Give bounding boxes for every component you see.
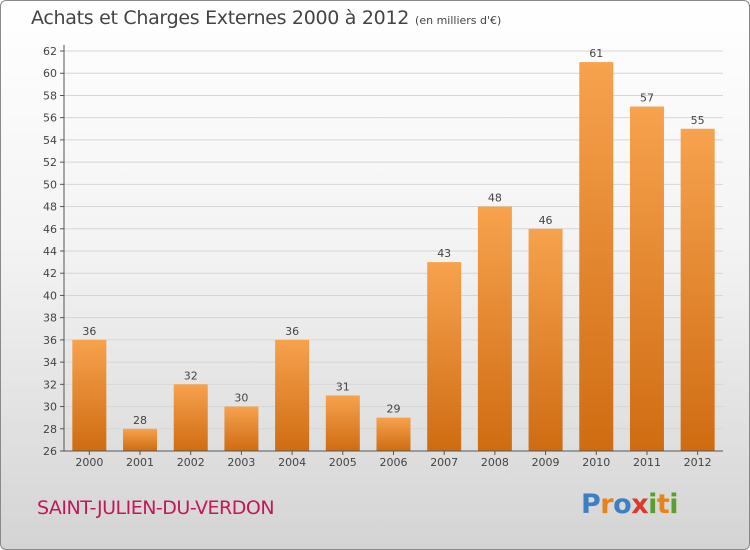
data-label: 28	[133, 414, 147, 427]
logo-letter: i	[669, 489, 679, 520]
y-tick-label: 30	[43, 401, 57, 414]
unit-label: (en milliers d'€)	[415, 14, 502, 27]
y-tick-label: 62	[43, 45, 57, 58]
x-tick-label: 2008	[481, 456, 509, 469]
data-label: 29	[387, 403, 401, 416]
proxiti-logo: Proxiti	[581, 489, 679, 520]
x-tick-label: 2010	[582, 456, 610, 469]
y-tick-label: 26	[43, 445, 57, 458]
x-tick-label: 2011	[633, 456, 661, 469]
data-label: 48	[488, 192, 502, 205]
logo-letter: P	[581, 489, 601, 520]
y-tick-label: 50	[43, 178, 57, 191]
bar	[477, 206, 512, 451]
x-tick-label: 2004	[278, 456, 306, 469]
data-label: 36	[82, 325, 96, 338]
y-tick-label: 48	[43, 201, 57, 214]
x-tick-label: 2001	[126, 456, 154, 469]
x-tick-label: 2012	[684, 456, 712, 469]
data-label: 43	[437, 247, 451, 260]
y-tick-label: 38	[43, 312, 57, 325]
x-tick-label: 2005	[329, 456, 357, 469]
bar	[376, 417, 411, 451]
y-tick-label: 44	[43, 245, 57, 258]
y-tick-label: 58	[43, 89, 57, 102]
y-tick-label: 46	[43, 223, 57, 236]
logo-letter: t	[656, 489, 670, 520]
data-label: 46	[539, 214, 553, 227]
bar	[680, 128, 715, 451]
logo-letter: i	[648, 489, 657, 520]
bar	[579, 62, 614, 451]
chart-title: Achats et Charges Externes 2000 à 2012 (e…	[31, 7, 501, 29]
x-tick-label: 2002	[177, 456, 205, 469]
x-tick-label: 2000	[75, 456, 103, 469]
chart-title-text: Achats et Charges Externes 2000 à 2012	[31, 7, 410, 29]
y-tick-label: 32	[43, 378, 57, 391]
x-tick-label: 2006	[380, 456, 408, 469]
data-label: 57	[640, 92, 654, 105]
y-tick-label: 34	[43, 356, 57, 369]
bar	[325, 395, 360, 451]
bar	[123, 428, 158, 451]
data-label: 36	[285, 325, 299, 338]
data-label: 30	[234, 392, 248, 405]
x-tick-label: 2003	[227, 456, 255, 469]
bar	[224, 406, 259, 451]
y-tick-label: 60	[43, 67, 57, 80]
x-tick-label: 2007	[430, 456, 458, 469]
data-label: 55	[691, 114, 705, 127]
y-tick-label: 40	[43, 289, 57, 302]
logo-letter: o	[613, 489, 632, 520]
y-tick-label: 42	[43, 267, 57, 280]
y-tick-label: 36	[43, 334, 57, 347]
logo-letter: r	[600, 489, 614, 520]
city-name: SAINT-JULIEN-DU-VERDON	[37, 497, 275, 519]
bar	[427, 262, 462, 451]
logo-letter: x	[631, 489, 649, 520]
y-tick-label: 28	[43, 423, 57, 436]
bar	[275, 339, 310, 451]
y-tick-label: 56	[43, 112, 57, 125]
bar	[72, 339, 107, 451]
y-tick-label: 52	[43, 156, 57, 169]
bar	[173, 384, 208, 451]
data-label: 31	[336, 380, 350, 393]
y-tick-label: 54	[43, 134, 57, 147]
bar	[528, 228, 563, 451]
x-tick-label: 2009	[532, 456, 560, 469]
data-label: 61	[589, 47, 603, 60]
data-label: 32	[184, 369, 198, 382]
bar	[629, 106, 664, 452]
